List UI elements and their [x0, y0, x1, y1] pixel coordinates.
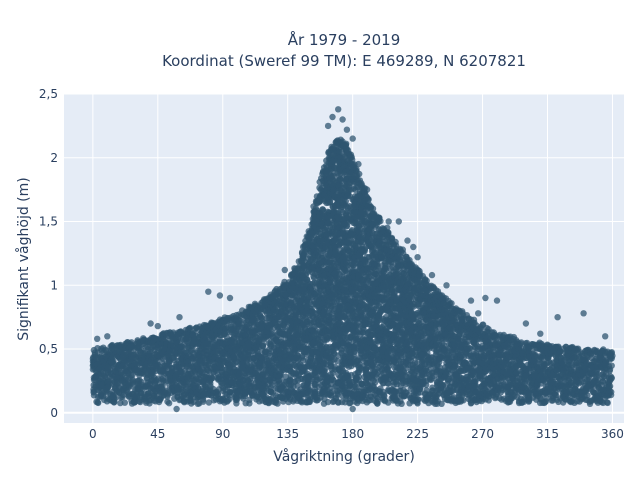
data-point: [200, 398, 207, 405]
data-point: [121, 399, 128, 406]
data-point: [112, 395, 119, 402]
data-point: [155, 398, 163, 406]
data-point: [205, 399, 213, 406]
data-point: [274, 400, 281, 407]
data-point: [355, 373, 362, 380]
data-point: [259, 341, 267, 348]
data-point: [132, 393, 139, 401]
data-point: [95, 399, 102, 407]
data-point: [146, 400, 153, 407]
data-point: [110, 357, 117, 365]
chart-title-line2: Koordinat (Sweref 99 TM): E 469289, N 62…: [162, 52, 526, 70]
data-point: [165, 400, 173, 407]
data-point: [226, 396, 233, 403]
chart-title-line1: År 1979 - 2019: [288, 30, 401, 49]
data-point: [347, 154, 354, 161]
data-point: [365, 196, 372, 204]
data-points: [89, 106, 616, 413]
data-point: [356, 170, 363, 178]
